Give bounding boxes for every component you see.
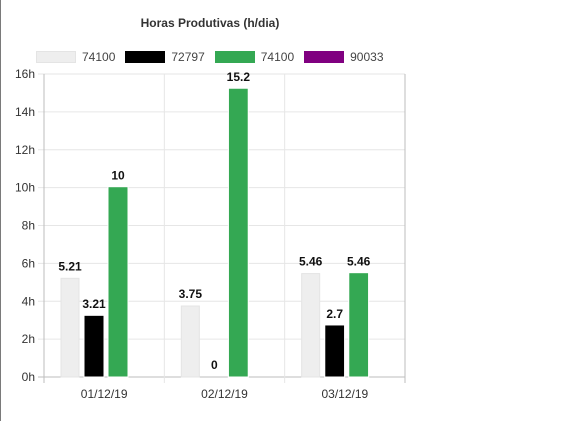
- legend-item-series-4[interactable]: 90033: [304, 50, 384, 64]
- legend-swatch-series-3: [214, 51, 255, 63]
- x-tick-label: 03/12/19: [321, 387, 368, 401]
- legend-swatch-series-4: [304, 51, 345, 63]
- chart-title: Horas Produtivas (h/dia): [140, 16, 280, 30]
- y-tick-label: 14h: [15, 105, 35, 119]
- data-label: 5.21: [58, 259, 82, 273]
- data-label: 15.2: [227, 70, 251, 84]
- bar-series-1: [180, 305, 200, 378]
- bar-outline: [324, 324, 346, 378]
- y-tick-label: 2h: [22, 332, 35, 346]
- data-label: 2.7: [326, 307, 343, 321]
- y-tick-label: 16h: [15, 67, 35, 81]
- bar-series-2: [325, 325, 345, 378]
- legend-label-series-2: 72797: [171, 50, 205, 64]
- chart-legend: 74100 72797 74100 90033: [36, 50, 394, 64]
- bar-outline: [227, 87, 249, 378]
- bar-outline: [83, 314, 105, 378]
- legend-swatch-series-2: [125, 51, 166, 63]
- data-label: 3.75: [179, 287, 203, 301]
- data-label: 0: [211, 358, 218, 372]
- bar-outline: [348, 272, 370, 378]
- bar-series-2: [84, 315, 104, 378]
- data-label: 5.46: [299, 255, 323, 269]
- bar-series-3: [349, 273, 369, 378]
- data-label: 5.46: [347, 255, 371, 269]
- bar-outline: [107, 186, 129, 378]
- legend-item-series-2[interactable]: 72797: [125, 50, 205, 64]
- window-left-border: [0, 0, 1, 421]
- y-tick-label: 10h: [15, 181, 35, 195]
- legend-item-series-3[interactable]: 74100: [214, 50, 295, 64]
- y-tick-label: 4h: [22, 294, 35, 308]
- legend-label-series-4: 90033: [350, 50, 384, 64]
- bar-series-1: [60, 277, 80, 378]
- x-tick-label: 01/12/19: [81, 387, 128, 401]
- bar-series-1: [301, 273, 321, 378]
- legend-label-series-3: 74100: [260, 50, 295, 64]
- bar-series-3: [228, 88, 248, 378]
- bar-series-3: [108, 187, 128, 378]
- y-tick-label: 8h: [22, 219, 35, 233]
- data-label: 3.21: [82, 297, 106, 311]
- y-tick-label: 12h: [15, 143, 35, 157]
- data-label: 10: [111, 169, 125, 183]
- y-tick-label: 0h: [22, 370, 35, 384]
- legend-label-series-1: 74100: [82, 50, 116, 64]
- x-tick-label: 02/12/19: [201, 387, 248, 401]
- legend-item-series-1[interactable]: 74100: [36, 50, 115, 64]
- y-tick-label: 6h: [22, 256, 35, 270]
- legend-swatch-series-1: [36, 51, 76, 63]
